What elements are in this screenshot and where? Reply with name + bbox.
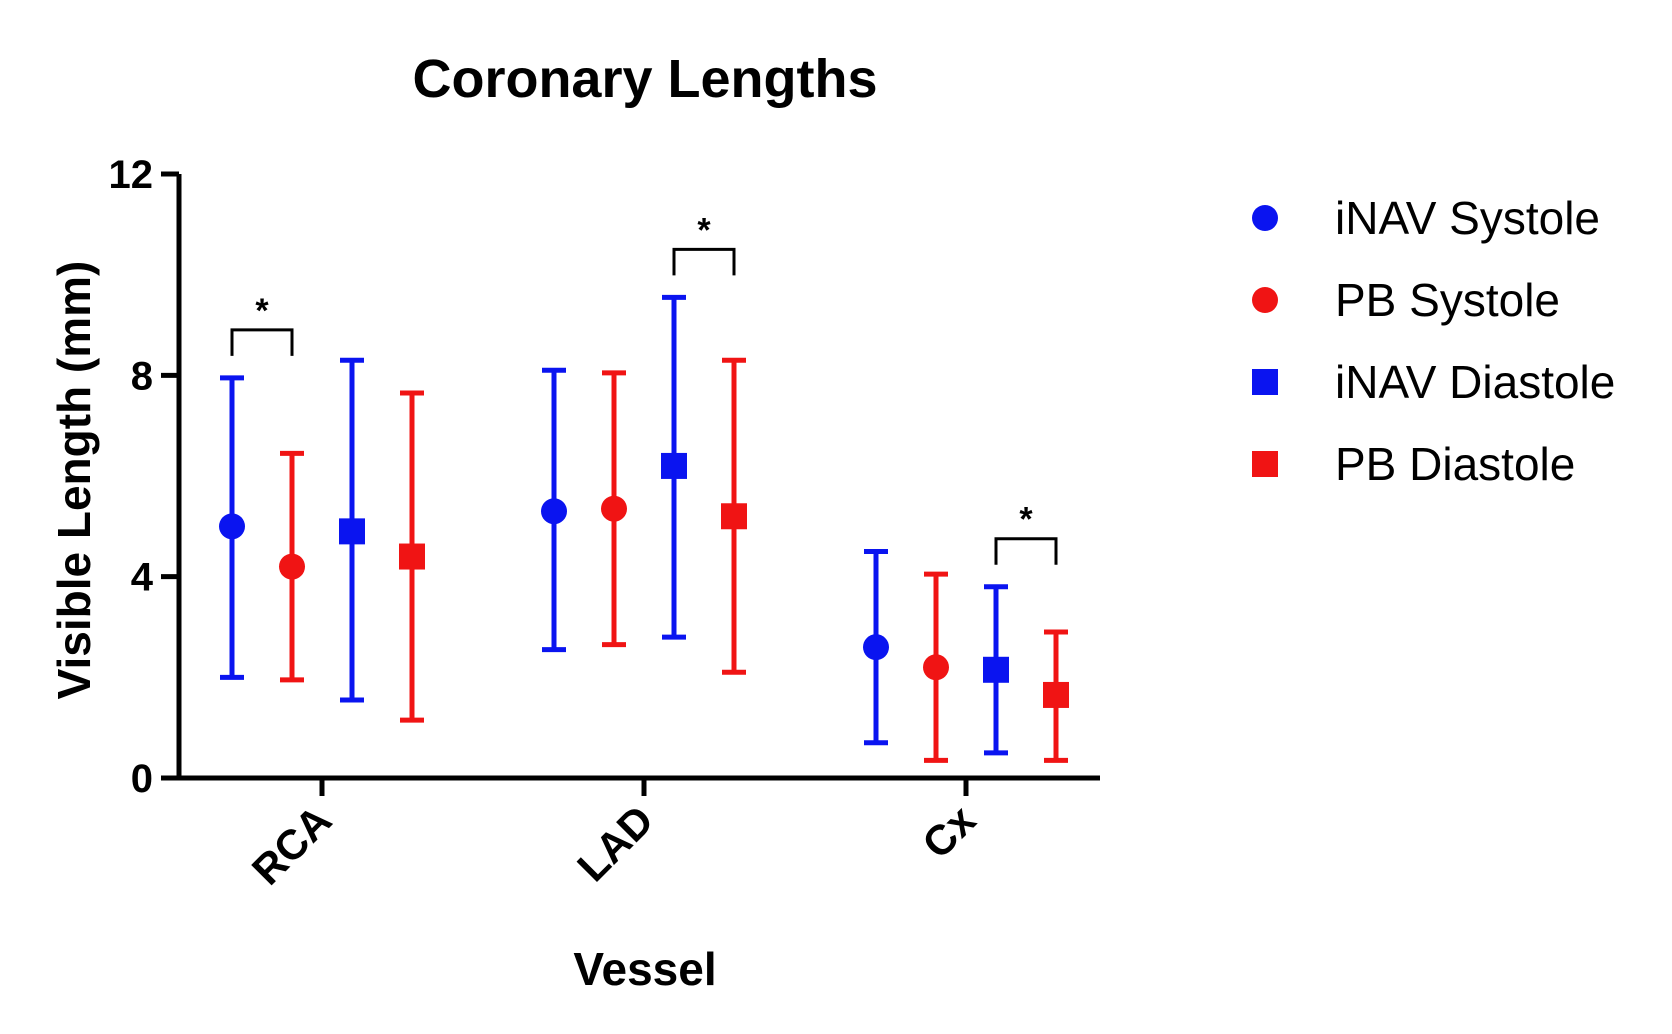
legend-marker — [1252, 205, 1278, 231]
axes: 0 4 8 12 RCA LAD Cx — [109, 153, 1100, 894]
plot-area: * * * — [219, 211, 1069, 763]
data-point — [661, 452, 687, 479]
significance-star: * — [255, 292, 269, 330]
data-point — [279, 553, 305, 580]
data-point — [399, 543, 425, 570]
significance-star: * — [697, 211, 711, 249]
significance-bracket — [994, 537, 1058, 565]
data-point — [219, 513, 245, 540]
legend: iNAV Systole PB Systole iNAV Diastole PB Di… — [1252, 192, 1615, 490]
legend-label: iNAV Systole — [1335, 192, 1600, 244]
y-tick-label: 8 — [131, 354, 153, 398]
y-tick-label: 4 — [131, 556, 154, 600]
data-point — [339, 518, 365, 545]
legend-label: PB Systole — [1335, 274, 1560, 326]
legend-label: iNAV Diastole — [1335, 356, 1615, 408]
data-point — [721, 503, 747, 530]
data-point — [1043, 681, 1069, 708]
data-point — [601, 495, 627, 522]
x-axis-title: Vessel — [573, 943, 716, 995]
significance-bracket — [230, 328, 294, 356]
legend-marker — [1252, 369, 1278, 395]
legend-marker — [1252, 287, 1278, 313]
significance-bracket — [672, 247, 736, 276]
x-tick-label: LAD — [568, 796, 662, 890]
data-point — [541, 498, 567, 525]
data-point — [983, 656, 1009, 683]
data-point — [863, 634, 889, 661]
legend-marker — [1252, 451, 1278, 477]
significance-star: * — [1019, 501, 1033, 539]
y-tick-label: 0 — [131, 757, 153, 801]
legend-label: PB Diastole — [1335, 438, 1575, 490]
y-axis-title: Visible Length (mm) — [48, 261, 100, 700]
x-tick-label: RCA — [243, 796, 341, 894]
x-tick-label: Cx — [913, 796, 985, 868]
y-tick-label: 12 — [109, 153, 154, 197]
data-point — [923, 654, 949, 681]
chart-title: Coronary Lengths — [412, 49, 877, 109]
